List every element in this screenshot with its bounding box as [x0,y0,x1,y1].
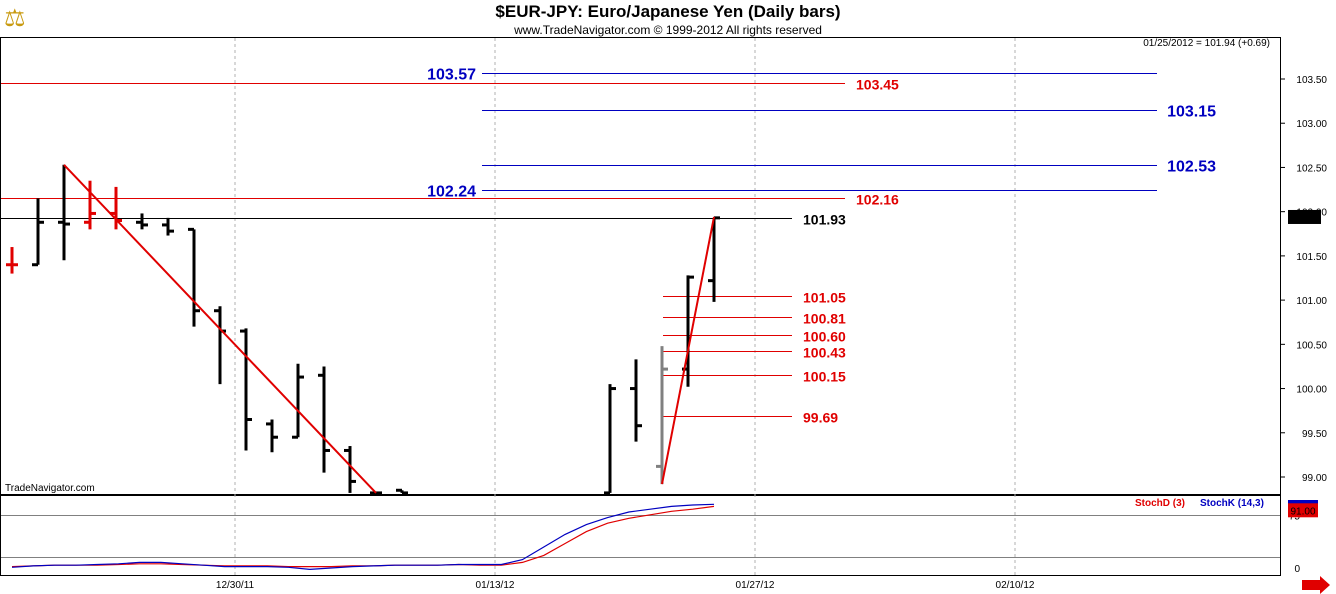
ohlc-bar [708,216,720,302]
blue-level-label: 102.53 [1167,159,1216,176]
ohlc-bar [630,359,642,442]
red-level-label: 101.05 [803,290,846,306]
ohlc-bar [344,446,356,493]
red-level-label: 103.45 [856,77,899,93]
watermark: TradeNavigator.com [5,483,95,494]
red-level-label: 100.43 [803,345,846,361]
ohlc-bar [32,198,44,267]
stoch-series-line [11,503,715,571]
stoch-value-label: 91.00 [1290,506,1315,517]
ohlc-bar [162,217,174,236]
y-tick-label: 100.50 [1296,340,1327,351]
x-tick-label: 01/13/12 [476,580,515,591]
red-level-label: 99.69 [803,410,838,426]
ohlc-bar [292,363,304,439]
ohlc-bar [396,488,408,495]
x-tick-label: 12/30/11 [216,580,255,591]
ohlc-bar [266,419,278,453]
x-tick-label: 01/27/12 [736,580,775,591]
ohlc-bar [136,213,148,230]
trendline [661,216,715,485]
blue-level-label: 103.57 [427,67,476,84]
red-level-label: 100.15 [803,369,846,385]
y-tick-label: 101.50 [1296,252,1327,263]
stochastic-lines [11,503,715,571]
price-panel-frame [0,37,1281,495]
trendlines [63,164,715,494]
indicator-panel-frame [0,495,1281,576]
axes: 12/30/11 01/13/12 01/27/12 02/10/12 103.50 10… [216,75,1328,591]
ohlc-bar [656,346,668,485]
ohlc-bar [58,164,70,261]
ohlc-bar [604,384,616,495]
red-level-label: 102.16 [856,192,899,208]
black-level-label: 101.93 [803,212,846,228]
chart-subtitle: www.TradeNavigator.com © 1999-2012 All r… [513,23,822,37]
blue-level-label: 102.24 [427,184,476,201]
ohlc-bar [188,227,200,327]
y-tick-label: 100.00 [1296,385,1327,396]
ohlc-bar [240,328,252,451]
x-tick-label: 02/10/12 [996,580,1035,591]
legend-stoch-k: StochK (14,3) [1200,498,1264,509]
grid-layer [1,38,1280,575]
ohlc-bar [6,247,18,274]
level-layer [1,73,1157,417]
scroll-right-arrow-icon[interactable] [1302,576,1330,594]
stoch-value-box [1288,503,1318,518]
price-bars [6,164,720,495]
last-price-label: 101.94 [1289,213,1320,224]
y-tick-label: 103.50 [1296,75,1327,86]
icon-logo-icon: ⚖ [4,5,26,32]
last-price-box [1288,209,1321,224]
y-tick-label: 99.50 [1302,429,1327,440]
red-level-label: 100.60 [803,329,846,345]
legend-stoch-d: StochD (3) [1135,498,1185,509]
y-tick-label: 103.00 [1296,119,1327,130]
chart-title: $EUR-JPY: Euro/Japanese Yen (Daily bars) [495,2,840,21]
y-tick-label: 99.00 [1302,473,1327,484]
ohlc-bar [318,366,330,473]
red-level-label: 100.81 [803,311,846,327]
blue-level-label: 103.15 [1167,104,1216,121]
y-tick-label: 101.00 [1296,296,1327,307]
y-tick-label: 102.50 [1296,163,1327,174]
level-labels: 103.57 103.15 102.53 102.24 103.45 102.16 101.… [427,67,1216,426]
ohlc-bar [214,306,226,385]
stoch-y-tick-label: 0 [1294,564,1300,575]
last-price-info: 01/25/2012 = 101.94 (+0.69) [1143,38,1270,49]
ohlc-bar [84,180,96,230]
trendline [63,164,377,494]
